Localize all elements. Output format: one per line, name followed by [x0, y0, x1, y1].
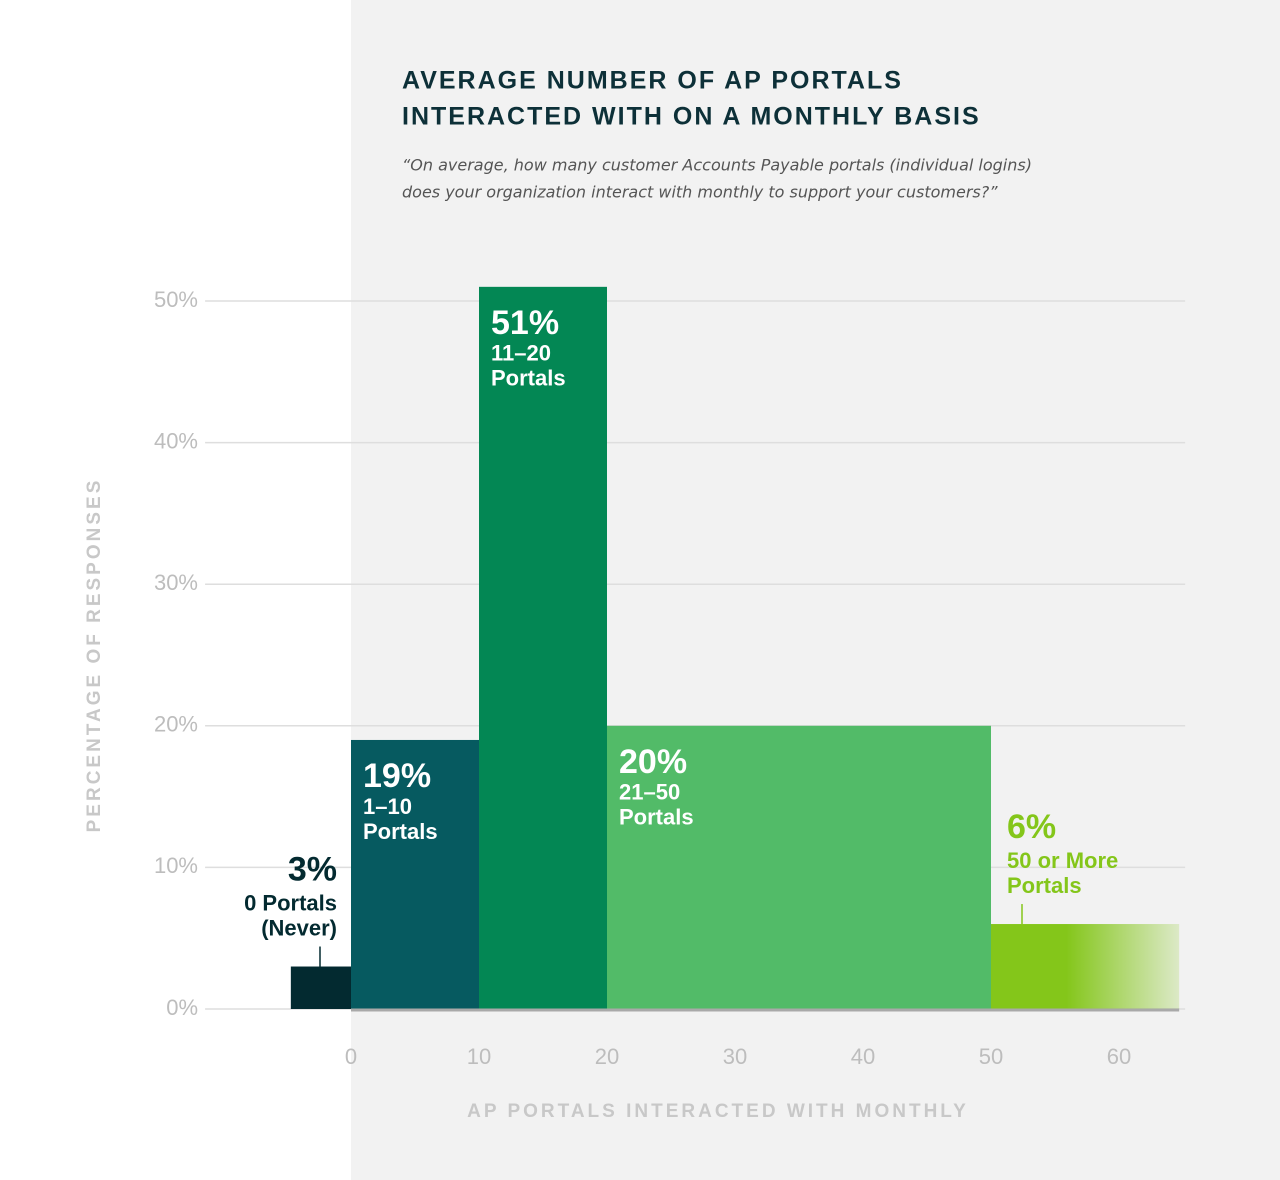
y-tick-label: 20% — [154, 712, 198, 737]
bar-label: Portals — [491, 366, 566, 391]
y-tick-label: 30% — [154, 570, 198, 595]
x-tick-label: 50 — [979, 1044, 1003, 1069]
bar — [607, 725, 991, 1009]
bar-label: 21–50 — [619, 780, 680, 805]
x-tick-label: 10 — [467, 1044, 491, 1069]
x-tick-label: 20 — [595, 1044, 619, 1069]
chart-subtitle: does your organization interact with mon… — [402, 183, 998, 202]
chart-title: AVERAGE NUMBER OF AP PORTALS — [402, 67, 903, 95]
value-label: 19% — [363, 757, 431, 795]
bar — [479, 286, 607, 1010]
bar — [991, 924, 1180, 1009]
value-label: 20% — [619, 743, 687, 781]
bar-label: 1–10 — [363, 794, 412, 819]
bar — [290, 966, 351, 1009]
y-tick-label: 0% — [166, 995, 198, 1020]
bar — [351, 739, 479, 1009]
bar-label: (Never) — [261, 915, 337, 940]
bar-label: Portals — [363, 819, 438, 844]
bar-label: 50 or More — [1007, 848, 1118, 873]
chart-subtitle: “On average, how many customer Accounts … — [402, 156, 1032, 175]
y-tick-label: 10% — [154, 853, 198, 878]
y-tick-label: 50% — [154, 287, 198, 312]
x-axis-title: AP PORTALS INTERACTED WITH MONTHLY — [467, 1101, 969, 1122]
y-tick-label: 40% — [154, 428, 198, 453]
value-label: 3% — [288, 851, 337, 889]
x-tick-label: 0 — [345, 1044, 357, 1069]
bar-label: 0 Portals — [244, 890, 337, 915]
value-label: 51% — [491, 304, 559, 342]
value-label: 6% — [1007, 808, 1056, 846]
x-tick-label: 40 — [851, 1044, 875, 1069]
bar-label: Portals — [619, 805, 694, 830]
x-tick-label: 30 — [723, 1044, 747, 1069]
y-axis-title: PERCENTAGE OF RESPONSES — [84, 478, 105, 833]
bar-label: 11–20 — [491, 341, 551, 366]
chart-title: INTERACTED WITH ON A MONTHLY BASIS — [402, 103, 981, 131]
bar-label: Portals — [1007, 873, 1082, 898]
x-tick-label: 60 — [1107, 1044, 1131, 1069]
